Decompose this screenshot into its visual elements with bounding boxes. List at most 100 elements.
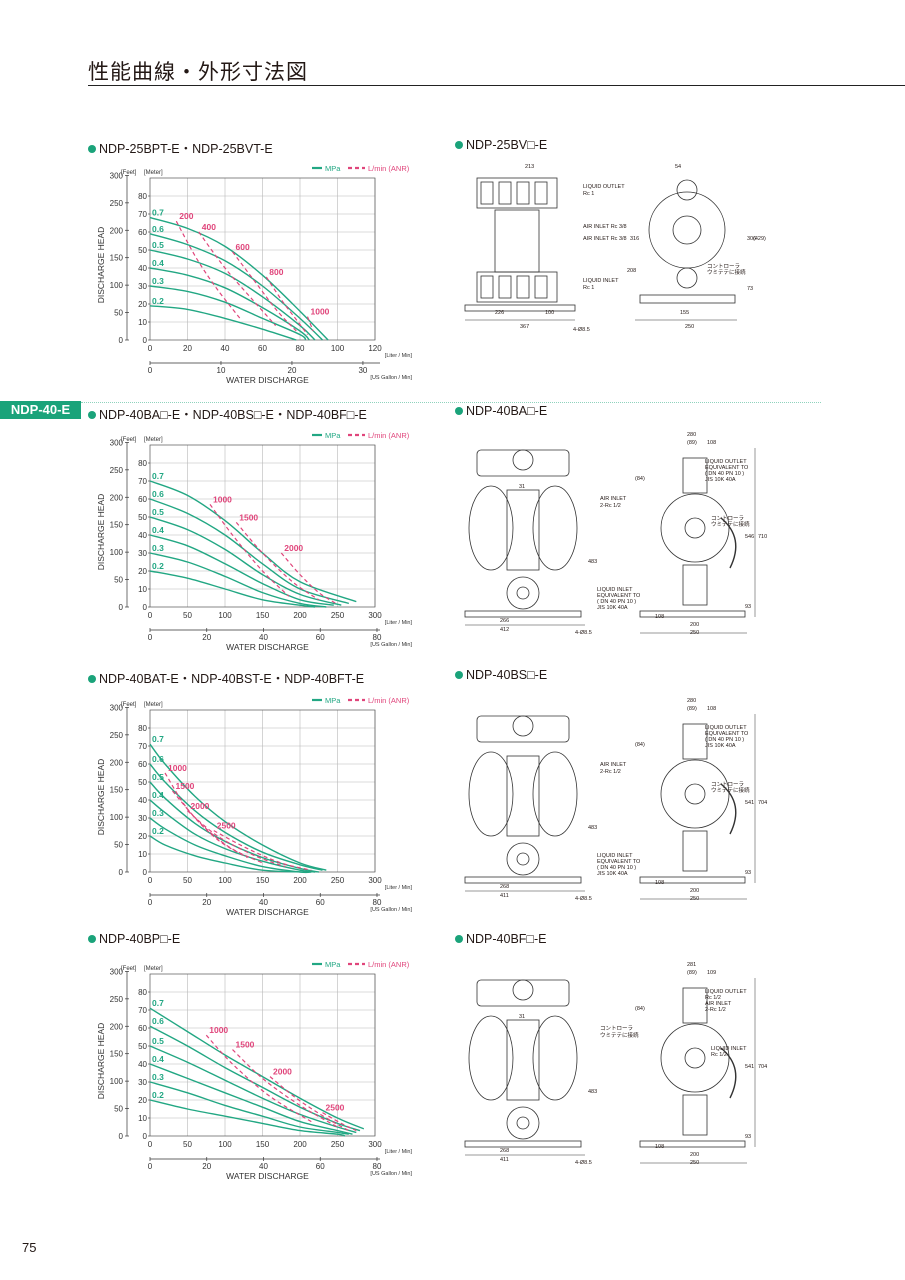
y-tick-label: 50 [138,1042,147,1051]
x-tick-label: 60 [258,344,267,353]
dimension-value: 93 [745,870,751,876]
x-unit-secondary: [US Gallon / Min] [370,907,412,913]
page-title: 性能曲線・外形寸法図 [88,60,308,84]
air-curve-1500 [232,1049,338,1128]
dimension-value: 109 [707,970,716,976]
gallon-tick-label: 40 [259,1162,268,1171]
x-tick-label: 300 [368,876,382,885]
drawing-label: EQUIVALENT TO [705,731,749,737]
pressure-label: 0.6 [152,1016,164,1026]
performance-chart-4: 0 50 100 150 200 250 300 [Feet] [Meter] 0 10 20 30 40… [90,954,425,1204]
chamber-left [468,1015,514,1101]
dimension-value: (84) [635,476,645,482]
air-label: 2000 [273,1067,292,1077]
dimension-value: (89) [687,440,697,446]
dimension-value: 483 [588,559,597,565]
meter-unit-label: [Meter] [144,437,163,443]
y-tick-label: 80 [138,988,147,997]
air-curve-2000 [269,1076,350,1132]
y-tick-label: 60 [138,228,147,237]
dimension-value: 710 [758,534,767,540]
feet-tick-label: 200 [110,493,124,502]
pump-manifold-top [476,177,558,209]
y-tick-label: 80 [138,459,147,468]
air-label: 2000 [284,543,303,553]
y-tick-label: 30 [138,814,147,823]
inlet-pipe [682,1094,708,1136]
inlet-port [676,267,698,289]
air-curve-1000 [209,504,290,597]
dimension-value: 226 [495,310,504,316]
gallon-tick-label: 60 [316,1162,325,1171]
y-tick-label: 10 [138,318,147,327]
drawing-label: JIS 10K 40A [597,871,628,877]
drawing-label: LIQUID OUTLET [583,184,625,190]
x-tick-label: 100 [218,611,232,620]
pressure-curve-0.7 [149,743,327,871]
feet-tick-label: 300 [110,171,124,180]
chamber-left [468,751,514,837]
feet-tick-label: 100 [110,813,124,822]
dimension-value: 108 [655,880,664,886]
x-tick-label: 300 [368,1140,382,1149]
dimension-value: 280 [687,698,696,704]
feet-tick-label: 150 [110,521,124,530]
controller-cable [720,1047,737,1099]
bullet-icon [88,935,96,943]
inlet-pipe [682,830,708,872]
dimension-value: 200 [690,1152,699,1158]
dimension-value: 93 [745,604,751,610]
dimension-value: 483 [588,1089,597,1095]
dimension-value: 108 [655,1144,664,1150]
y-tick-label: 50 [138,778,147,787]
feet-tick-label: 100 [110,1077,124,1086]
inlet-pipe [682,564,708,606]
air-curve-200 [175,220,241,319]
dimension-value: 411 [500,893,509,899]
pressure-curve-0.5 [149,516,342,606]
dimension-value: 200 [690,888,699,894]
pump-manifold-top [476,979,570,1007]
y-axis-label: DISCHARGE HEAD [96,227,106,304]
y-tick-label: 80 [138,724,147,733]
pressure-label: 0.7 [152,998,164,1008]
diaphragm-housing [660,493,730,563]
x-unit-primary: [Liter / Min] [385,353,413,359]
pump-base [464,876,582,884]
drawing-label: JIS 10K 40A [705,477,736,483]
x-tick-label: 150 [256,876,270,885]
air-label: 200 [179,211,193,221]
air-label: 1500 [176,781,195,791]
pump-manifold-top [476,715,570,743]
x-tick-label: 0 [148,611,153,620]
drawing-label: JIS 10K 40A [597,605,628,611]
air-curve-600 [232,251,297,332]
pump-base [464,1140,582,1148]
meter-unit-label: [Meter] [144,702,163,708]
x-tick-label: 250 [331,876,345,885]
y-axis-label: DISCHARGE HEAD [96,1023,106,1100]
section-title-right-4: NDP-40BF□-E [455,932,546,946]
air-curve-1000 [205,1034,312,1123]
page-number: 75 [22,1240,37,1255]
manifold-rib [480,181,494,205]
manifold-rib [534,181,548,205]
diaphragm-center [684,783,706,805]
dimension-value: 280 [687,432,696,438]
drawing-svg: 281 (89) 109 (84) 268 411 4-Ø8.5 108 200 250 483 54… [464,962,767,1166]
dimension-value: 200 [690,622,699,628]
x-tick-label: 300 [368,611,382,620]
x-tick-label: 200 [293,611,307,620]
pressure-curve-0.3 [149,285,307,341]
feet-tick-label: 200 [110,226,124,235]
y-tick-label: 0 [143,336,148,345]
feet-tick-label: 0 [119,603,124,612]
drawing-label: LIQUID OUTLET [705,459,747,465]
air-label: 600 [236,242,250,252]
feet-tick-label: 250 [110,466,124,475]
pressure-label: 0.3 [152,1072,164,1082]
x-tick-label: 250 [331,1140,345,1149]
inlet-flange [506,842,540,876]
plot-frame [149,973,376,1137]
